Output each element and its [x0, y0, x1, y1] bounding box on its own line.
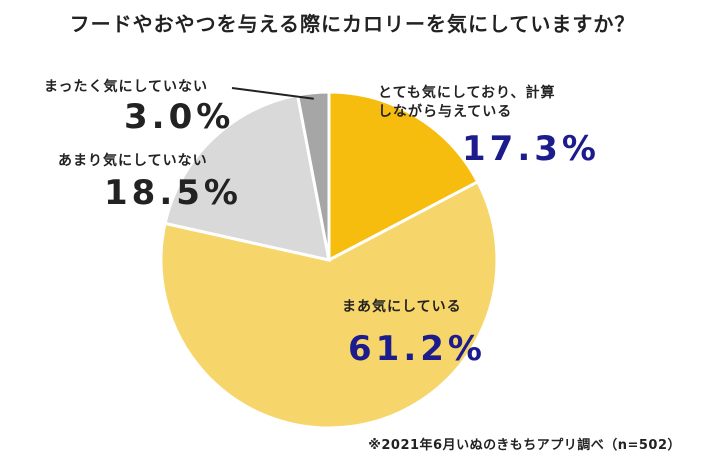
slice-label-very-careful: とても気にしており、計算 しながら与えている [378, 84, 555, 122]
slice-somewhat-careful [159, 179, 499, 430]
slice-label-very-careful-line2: しながら与えている [378, 104, 513, 120]
slice-label-somewhat-careful: まあ気にしている [342, 299, 462, 315]
slice-not-careful-at-all [295, 90, 331, 261]
source-note: ※2021年6月いぬのきもちアプリ調べ（n=502） [368, 438, 681, 453]
slice-label-not-careful-at-all: まったく気にしていない [44, 79, 209, 95]
chart-title: フードやおやつを与える際にカロリーを気にしていますか？ [69, 12, 636, 36]
leader-line-not-careful-at-all [231, 87, 314, 100]
slice-very-careful [327, 90, 480, 263]
slice-value-not-very-careful: 18.5% [104, 173, 242, 213]
slice-value-somewhat-careful: 61.2% [348, 329, 486, 369]
slice-label-very-careful-line1: とても気にしており、計算 [378, 85, 556, 101]
slice-not-very-careful [163, 93, 331, 262]
slice-value-very-careful: 17.3% [462, 129, 600, 169]
slice-label-not-very-careful: あまり気にしていない [58, 153, 208, 169]
slice-value-not-careful-at-all: 3.0% [124, 97, 235, 137]
